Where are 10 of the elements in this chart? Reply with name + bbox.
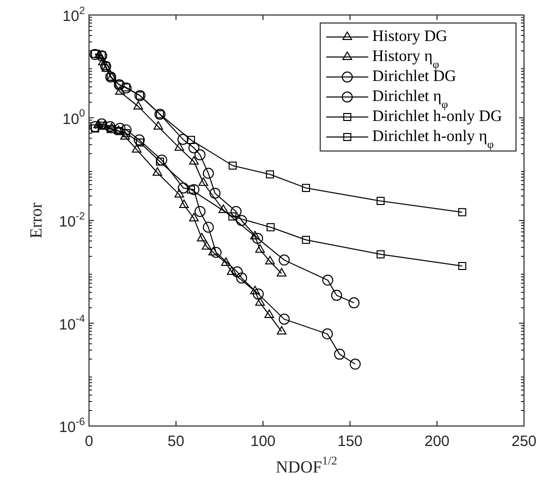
x-tick-label: 250 bbox=[511, 433, 537, 450]
legend-label: Dirichlet DG bbox=[372, 68, 457, 86]
legend-label: History DG bbox=[372, 28, 448, 46]
x-tick-label: 200 bbox=[424, 433, 450, 450]
x-tick-label: 50 bbox=[168, 433, 184, 450]
x-tick-label: 150 bbox=[337, 433, 363, 450]
x-tick-label: 0 bbox=[84, 433, 94, 450]
x-tick-label: 100 bbox=[250, 433, 276, 450]
legend-label: Dirichlet h-only DG bbox=[372, 108, 502, 126]
y-axis-title: Error bbox=[26, 202, 46, 238]
